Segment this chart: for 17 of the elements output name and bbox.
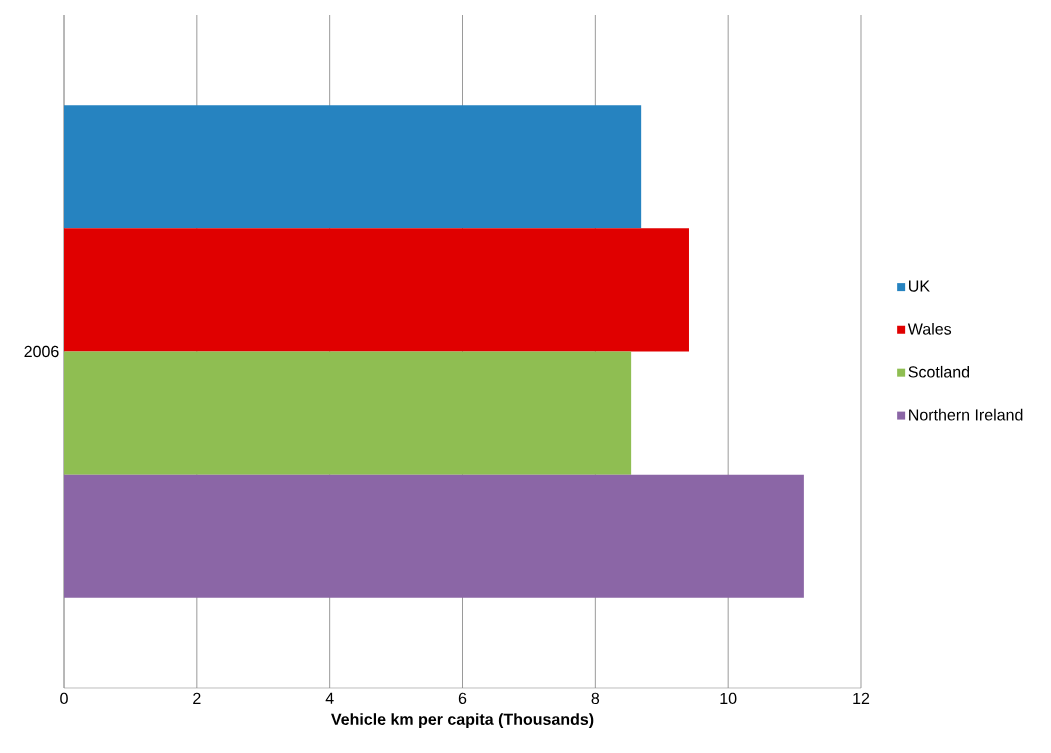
x-tick-label: 8 xyxy=(591,692,600,705)
x-tick-label: 0 xyxy=(60,692,68,705)
x-tick-label: 4 xyxy=(325,692,334,704)
bar xyxy=(64,351,632,475)
legend-label: UK xyxy=(909,280,930,292)
x-axis-title: Vehicle km per capita (Thousands) xyxy=(331,713,594,729)
bar xyxy=(64,228,689,352)
x-tick-label: 12 xyxy=(853,692,870,704)
legend-label: Scotland xyxy=(908,365,970,378)
y-tick-label: 2006 xyxy=(24,345,59,358)
legend-label: Wales xyxy=(907,322,952,335)
bar xyxy=(64,474,804,598)
x-tick-label: 2 xyxy=(193,692,201,704)
x-tick-label: 6 xyxy=(458,692,467,705)
legend-label: Northern Ireland xyxy=(909,408,1023,421)
x-tick-label: 10 xyxy=(720,692,737,705)
bar xyxy=(64,105,642,229)
